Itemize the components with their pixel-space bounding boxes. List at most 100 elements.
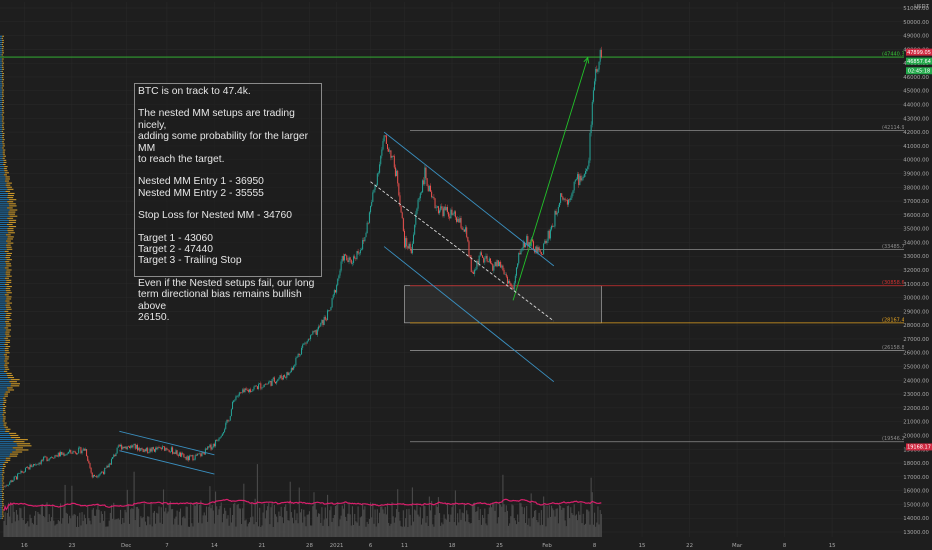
candle-body — [272, 377, 274, 380]
volume-bar — [349, 514, 351, 537]
profile-bar — [3, 399, 7, 401]
profile-bar — [0, 87, 2, 89]
profile-bar — [6, 285, 12, 288]
candle-body — [393, 156, 395, 168]
candle-body — [556, 212, 558, 215]
y-tick-label: 51000.00 — [903, 6, 929, 12]
time-axis-bg — [0, 539, 904, 550]
volume-bar — [417, 514, 419, 537]
candle-body — [434, 198, 436, 209]
candle-body — [539, 250, 541, 253]
volume-bar — [108, 520, 110, 537]
analysis-note[interactable]: BTC is on track to 47.4k. The nested MM s… — [134, 83, 322, 323]
volume-bar — [314, 502, 316, 537]
candle-body — [375, 185, 377, 186]
profile-bar — [2, 414, 5, 416]
volume-bar — [208, 506, 210, 537]
volume-bar — [72, 515, 74, 537]
candle-body — [186, 456, 188, 460]
candle-body — [569, 199, 571, 201]
volume-bar — [251, 502, 253, 537]
profile-bar — [6, 182, 12, 184]
candle-body — [129, 446, 131, 449]
dec-channel-upper-line — [119, 430, 215, 456]
volume-bar — [134, 520, 136, 537]
volume-bar — [519, 502, 521, 537]
profile-bar — [0, 428, 6, 430]
profile-bar — [0, 207, 8, 209]
candle-body — [472, 272, 474, 274]
volume-bar — [397, 489, 399, 537]
candle-body — [381, 149, 383, 156]
volume-bar — [491, 507, 493, 537]
candle-body — [250, 389, 252, 393]
candle-body — [70, 449, 72, 453]
volume-bar — [379, 512, 381, 537]
profile-bar — [5, 321, 10, 323]
price-axis[interactable]: 51000.0050000.0049000.0048000.0047000.00… — [903, 0, 932, 550]
candle-body — [255, 385, 257, 387]
candle-body — [304, 342, 306, 344]
volume-bar — [288, 520, 290, 537]
candle-body — [243, 389, 245, 393]
profile-bar — [3, 163, 6, 166]
volume-bar — [50, 517, 53, 537]
volume-bar — [457, 513, 459, 537]
profile-bar — [0, 188, 8, 190]
candle-body — [450, 209, 452, 219]
volume-bar — [500, 504, 502, 537]
candle-body — [336, 285, 338, 293]
volume-bar — [110, 504, 113, 537]
candle-body — [104, 467, 106, 474]
volume-bar — [600, 514, 602, 537]
volume-bar — [366, 521, 368, 537]
volume-bar — [256, 464, 258, 537]
volume-bar — [48, 514, 50, 537]
volume-bar — [528, 518, 530, 537]
volume-bar — [479, 509, 481, 537]
volume-bar — [31, 522, 33, 537]
candle-body — [296, 357, 298, 358]
profile-bar — [0, 180, 5, 182]
volume-bar — [270, 507, 272, 537]
profile-bar — [4, 180, 10, 182]
candle-body — [40, 459, 42, 464]
candle-body — [195, 455, 197, 456]
price-tag-label: 02:45:18 — [908, 69, 930, 75]
profile-bar — [0, 221, 9, 223]
time-axis[interactable]: 16 23 Dec 7 14 21 28 2021 6 11 18 25 Feb 8 15 22 Mar 8 15 — [0, 539, 904, 550]
profile-bar — [1, 77, 4, 79]
profile-bar — [0, 106, 3, 108]
volume-bar — [36, 524, 38, 537]
x-tick-label: 28 — [306, 543, 313, 549]
candle-body — [176, 450, 178, 455]
profile-bar — [2, 463, 6, 465]
volume-bar — [341, 505, 343, 537]
profile-bar — [12, 451, 23, 453]
volume-bar — [360, 516, 363, 537]
profile-bar — [0, 139, 3, 141]
profile-bar — [0, 484, 2, 486]
candle-body — [106, 465, 108, 468]
volume-bar — [300, 508, 303, 537]
candle-body — [544, 240, 546, 244]
candle-body — [67, 452, 69, 454]
candle-body — [432, 196, 434, 198]
profile-bar — [0, 143, 3, 145]
profile-bar — [0, 379, 11, 381]
profile-bar — [17, 445, 32, 447]
profile-bar — [8, 432, 17, 434]
candle-body — [371, 202, 373, 206]
volume-bar — [136, 506, 139, 537]
candle-body — [203, 452, 205, 455]
volume-bar — [35, 511, 37, 537]
candle-body — [372, 192, 374, 203]
profile-bar — [4, 343, 8, 346]
x-tick-label: 6 — [369, 543, 373, 549]
volume-bar — [237, 504, 239, 537]
volume-bar — [284, 506, 286, 537]
profile-bar — [1, 60, 4, 62]
y-tick-label: 20000.00 — [903, 433, 929, 439]
volume-bar — [169, 501, 171, 537]
